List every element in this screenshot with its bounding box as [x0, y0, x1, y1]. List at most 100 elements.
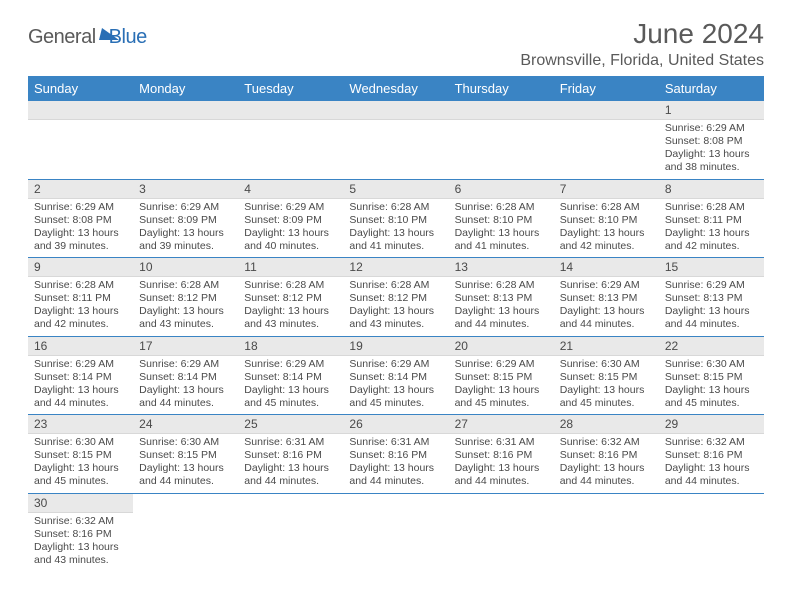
calendar-cell: 11Sunrise: 6:28 AMSunset: 8:12 PMDayligh…	[238, 258, 343, 337]
empty-day-bar	[133, 101, 238, 120]
logo: General Blue	[28, 26, 147, 49]
calendar-cell: 1Sunrise: 6:29 AMSunset: 8:08 PMDaylight…	[659, 101, 764, 179]
day-details: Sunrise: 6:28 AMSunset: 8:10 PMDaylight:…	[343, 199, 448, 258]
calendar-cell: 15Sunrise: 6:29 AMSunset: 8:13 PMDayligh…	[659, 258, 764, 337]
day-details: Sunrise: 6:29 AMSunset: 8:13 PMDaylight:…	[554, 277, 659, 336]
calendar-cell: 4Sunrise: 6:29 AMSunset: 8:09 PMDaylight…	[238, 179, 343, 258]
calendar-cell	[343, 101, 448, 179]
calendar-body: 1Sunrise: 6:29 AMSunset: 8:08 PMDaylight…	[28, 101, 764, 571]
day-details: Sunrise: 6:28 AMSunset: 8:12 PMDaylight:…	[238, 277, 343, 336]
calendar-cell	[449, 101, 554, 179]
calendar-cell: 7Sunrise: 6:28 AMSunset: 8:10 PMDaylight…	[554, 179, 659, 258]
calendar-cell	[554, 493, 659, 571]
calendar-cell: 5Sunrise: 6:28 AMSunset: 8:10 PMDaylight…	[343, 179, 448, 258]
day-details: Sunrise: 6:28 AMSunset: 8:10 PMDaylight:…	[554, 199, 659, 258]
day-details: Sunrise: 6:32 AMSunset: 8:16 PMDaylight:…	[659, 434, 764, 493]
weekday-header: Sunday	[28, 76, 133, 101]
empty-day-bar	[343, 101, 448, 120]
calendar-cell	[238, 493, 343, 571]
day-number: 16	[28, 337, 133, 356]
day-details: Sunrise: 6:31 AMSunset: 8:16 PMDaylight:…	[343, 434, 448, 493]
calendar-cell	[343, 493, 448, 571]
day-details: Sunrise: 6:31 AMSunset: 8:16 PMDaylight:…	[449, 434, 554, 493]
weekday-header: Wednesday	[343, 76, 448, 101]
calendar-cell: 17Sunrise: 6:29 AMSunset: 8:14 PMDayligh…	[133, 336, 238, 415]
calendar-cell: 12Sunrise: 6:28 AMSunset: 8:12 PMDayligh…	[343, 258, 448, 337]
day-number: 19	[343, 337, 448, 356]
day-details: Sunrise: 6:29 AMSunset: 8:08 PMDaylight:…	[659, 120, 764, 179]
day-number: 18	[238, 337, 343, 356]
calendar-cell: 10Sunrise: 6:28 AMSunset: 8:12 PMDayligh…	[133, 258, 238, 337]
day-details: Sunrise: 6:32 AMSunset: 8:16 PMDaylight:…	[28, 513, 133, 572]
weekday-header: Saturday	[659, 76, 764, 101]
day-number: 8	[659, 180, 764, 199]
calendar-table: SundayMondayTuesdayWednesdayThursdayFrid…	[28, 76, 764, 571]
day-number: 20	[449, 337, 554, 356]
calendar-cell: 9Sunrise: 6:28 AMSunset: 8:11 PMDaylight…	[28, 258, 133, 337]
calendar-cell: 23Sunrise: 6:30 AMSunset: 8:15 PMDayligh…	[28, 415, 133, 494]
day-number: 27	[449, 415, 554, 434]
day-number: 25	[238, 415, 343, 434]
day-details: Sunrise: 6:31 AMSunset: 8:16 PMDaylight:…	[238, 434, 343, 493]
calendar-header: SundayMondayTuesdayWednesdayThursdayFrid…	[28, 76, 764, 101]
calendar-cell	[449, 493, 554, 571]
day-number: 10	[133, 258, 238, 277]
day-details: Sunrise: 6:30 AMSunset: 8:15 PMDaylight:…	[554, 356, 659, 415]
weekday-header: Thursday	[449, 76, 554, 101]
day-number: 1	[659, 101, 764, 120]
calendar-cell: 26Sunrise: 6:31 AMSunset: 8:16 PMDayligh…	[343, 415, 448, 494]
calendar-cell: 27Sunrise: 6:31 AMSunset: 8:16 PMDayligh…	[449, 415, 554, 494]
day-number: 13	[449, 258, 554, 277]
day-number: 29	[659, 415, 764, 434]
day-details: Sunrise: 6:28 AMSunset: 8:11 PMDaylight:…	[28, 277, 133, 336]
day-number: 28	[554, 415, 659, 434]
day-details: Sunrise: 6:29 AMSunset: 8:15 PMDaylight:…	[449, 356, 554, 415]
day-number: 11	[238, 258, 343, 277]
calendar-cell: 22Sunrise: 6:30 AMSunset: 8:15 PMDayligh…	[659, 336, 764, 415]
day-details: Sunrise: 6:29 AMSunset: 8:09 PMDaylight:…	[238, 199, 343, 258]
day-details: Sunrise: 6:29 AMSunset: 8:14 PMDaylight:…	[133, 356, 238, 415]
day-details: Sunrise: 6:29 AMSunset: 8:08 PMDaylight:…	[28, 199, 133, 258]
day-number: 30	[28, 494, 133, 513]
logo-text-blue: Blue	[109, 26, 147, 49]
logo-text-general: General	[28, 26, 96, 49]
day-number: 23	[28, 415, 133, 434]
empty-day-bar	[554, 101, 659, 120]
day-details: Sunrise: 6:30 AMSunset: 8:15 PMDaylight:…	[659, 356, 764, 415]
calendar-cell	[28, 101, 133, 179]
day-details: Sunrise: 6:28 AMSunset: 8:11 PMDaylight:…	[659, 199, 764, 258]
calendar-cell: 8Sunrise: 6:28 AMSunset: 8:11 PMDaylight…	[659, 179, 764, 258]
calendar-cell	[554, 101, 659, 179]
day-details: Sunrise: 6:28 AMSunset: 8:12 PMDaylight:…	[133, 277, 238, 336]
calendar-cell: 21Sunrise: 6:30 AMSunset: 8:15 PMDayligh…	[554, 336, 659, 415]
day-number: 22	[659, 337, 764, 356]
day-number: 3	[133, 180, 238, 199]
empty-day-bar	[449, 101, 554, 120]
day-details: Sunrise: 6:28 AMSunset: 8:12 PMDaylight:…	[343, 277, 448, 336]
day-number: 6	[449, 180, 554, 199]
day-details: Sunrise: 6:32 AMSunset: 8:16 PMDaylight:…	[554, 434, 659, 493]
day-number: 26	[343, 415, 448, 434]
calendar-cell: 29Sunrise: 6:32 AMSunset: 8:16 PMDayligh…	[659, 415, 764, 494]
day-details: Sunrise: 6:28 AMSunset: 8:13 PMDaylight:…	[449, 277, 554, 336]
calendar-cell: 18Sunrise: 6:29 AMSunset: 8:14 PMDayligh…	[238, 336, 343, 415]
calendar-cell: 14Sunrise: 6:29 AMSunset: 8:13 PMDayligh…	[554, 258, 659, 337]
weekday-header: Monday	[133, 76, 238, 101]
day-number: 5	[343, 180, 448, 199]
day-details: Sunrise: 6:29 AMSunset: 8:14 PMDaylight:…	[28, 356, 133, 415]
empty-day-bar	[238, 101, 343, 120]
location: Brownsville, Florida, United States	[520, 52, 764, 70]
calendar-cell: 25Sunrise: 6:31 AMSunset: 8:16 PMDayligh…	[238, 415, 343, 494]
day-details: Sunrise: 6:30 AMSunset: 8:15 PMDaylight:…	[133, 434, 238, 493]
calendar-cell: 16Sunrise: 6:29 AMSunset: 8:14 PMDayligh…	[28, 336, 133, 415]
day-number: 7	[554, 180, 659, 199]
day-details: Sunrise: 6:29 AMSunset: 8:14 PMDaylight:…	[238, 356, 343, 415]
day-details: Sunrise: 6:30 AMSunset: 8:15 PMDaylight:…	[28, 434, 133, 493]
day-details: Sunrise: 6:29 AMSunset: 8:13 PMDaylight:…	[659, 277, 764, 336]
empty-day-bar	[28, 101, 133, 120]
calendar-cell: 30Sunrise: 6:32 AMSunset: 8:16 PMDayligh…	[28, 493, 133, 571]
calendar-cell: 13Sunrise: 6:28 AMSunset: 8:13 PMDayligh…	[449, 258, 554, 337]
title-block: June 2024 Brownsville, Florida, United S…	[520, 18, 764, 70]
day-number: 21	[554, 337, 659, 356]
calendar-cell	[659, 493, 764, 571]
